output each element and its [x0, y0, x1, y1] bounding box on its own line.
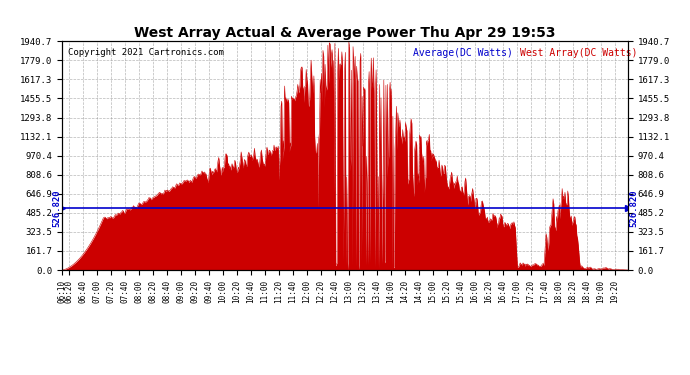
Text: 526.820: 526.820 [629, 189, 638, 227]
Text: Copyright 2021 Cartronics.com: Copyright 2021 Cartronics.com [68, 48, 224, 57]
Text: West Array(DC Watts): West Array(DC Watts) [520, 48, 638, 58]
Title: West Array Actual & Average Power Thu Apr 29 19:53: West Array Actual & Average Power Thu Ap… [135, 26, 555, 40]
Text: Average(DC Watts): Average(DC Watts) [413, 48, 513, 58]
Text: 526.820: 526.820 [52, 189, 61, 227]
